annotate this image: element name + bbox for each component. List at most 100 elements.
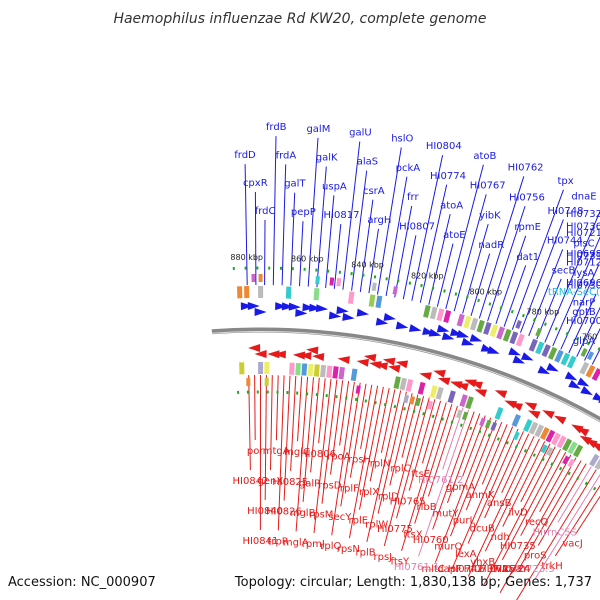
leader-line xyxy=(290,192,296,286)
reverse-feature xyxy=(337,356,350,365)
gene-label-reverse: recQ xyxy=(525,517,549,528)
leader-line xyxy=(275,375,279,441)
forward-cog-block xyxy=(591,368,600,381)
leader-line xyxy=(481,424,508,485)
reverse-cog-block xyxy=(246,378,251,387)
leader-line xyxy=(348,385,379,539)
leader-line xyxy=(297,376,303,442)
reverse-cog-block xyxy=(264,377,269,387)
gc-dot xyxy=(514,444,518,449)
gene-label-forward: dnaE xyxy=(571,192,596,203)
gc-dot xyxy=(291,267,294,271)
forward-cog-block xyxy=(368,294,376,308)
gc-dot xyxy=(364,399,368,403)
leader-line xyxy=(325,195,335,288)
gc-dot xyxy=(586,341,591,346)
gene-label-forward: HI0804 xyxy=(426,141,462,152)
gene-label-forward: alaS xyxy=(357,157,378,168)
reverse-feature xyxy=(419,372,432,381)
gene-label-reverse: ftsX xyxy=(403,529,422,540)
leader-line xyxy=(503,265,527,327)
gc-dot xyxy=(523,449,527,453)
leader-line xyxy=(528,249,564,337)
gc-dot xyxy=(305,392,309,396)
forward-feature xyxy=(328,311,342,320)
forward-cog-block xyxy=(392,286,398,295)
reverse-feature xyxy=(524,402,538,411)
leader-line xyxy=(366,390,402,542)
forward-feature xyxy=(254,307,267,316)
leader-line xyxy=(248,375,251,471)
gene-label-forward: HI0748 xyxy=(548,206,584,217)
reverse-cog-block xyxy=(562,438,573,452)
leader-line xyxy=(560,264,600,350)
forward-feature xyxy=(342,312,355,321)
leader-line xyxy=(360,384,373,449)
gene-label-forward: lysA xyxy=(574,268,595,279)
forward-cog-block xyxy=(560,352,571,366)
leader-line xyxy=(307,137,319,287)
gene-label-pseudo: HIrrnC5S xyxy=(533,528,577,539)
forward-feature xyxy=(309,303,322,312)
gc-dot xyxy=(459,423,463,427)
forward-cog-block xyxy=(258,285,264,299)
forward-feature xyxy=(288,302,301,311)
leader-line xyxy=(385,176,408,296)
gc-dot xyxy=(315,268,318,272)
forward-feature xyxy=(436,324,450,333)
leader-line xyxy=(389,393,413,486)
gene-label-reverse: rpsD xyxy=(318,481,342,492)
reverse-cog-block xyxy=(511,414,521,427)
gene-label-reverse: lexA xyxy=(455,549,477,560)
reverse-feature xyxy=(299,351,312,360)
gene-label-reverse: rplC xyxy=(390,464,410,475)
leader-line xyxy=(408,399,436,491)
gene-label-forward: atoB xyxy=(473,151,496,162)
leader-line xyxy=(419,184,448,303)
gene-label-reverse: murQ xyxy=(434,542,462,553)
forward-feature xyxy=(520,352,534,361)
gene-label-reverse: rplD xyxy=(378,491,399,502)
gc-dot xyxy=(383,402,387,407)
reverse-cog-block xyxy=(332,366,339,379)
leader-line xyxy=(339,381,350,446)
forward-feature xyxy=(240,302,253,311)
gene-label-reverse: HI0735 xyxy=(500,541,536,552)
gc-dot xyxy=(505,441,509,445)
gc-dot xyxy=(532,453,536,457)
gene-label-reverse: trkH xyxy=(541,561,562,572)
leader-line xyxy=(552,236,600,347)
gc-dot xyxy=(550,462,554,466)
leader-line xyxy=(380,389,396,453)
gc-dot xyxy=(499,305,503,310)
gene-label-reverse: vacJ xyxy=(562,539,583,550)
gene-label-reverse: proS xyxy=(524,551,547,562)
forward-cog-block xyxy=(489,324,499,338)
gene-label-reverse: yhxB xyxy=(470,557,495,568)
gene-label-forward: rpmE xyxy=(514,222,541,233)
reverse-feature xyxy=(576,427,590,437)
leader-line xyxy=(368,228,379,294)
forward-cog-block xyxy=(528,338,538,352)
gene-label-reverse: mltC xyxy=(421,564,444,575)
forward-feature xyxy=(456,330,470,338)
gene-label-pseudo: HI0761.2 xyxy=(418,475,463,486)
leader-line xyxy=(281,164,287,286)
gene-label-forward: galM xyxy=(306,124,330,135)
kbp-tick-label: 880 kbp xyxy=(230,253,263,262)
gene-label-forward: HI0698 xyxy=(566,249,600,260)
leader-line xyxy=(478,176,525,319)
gene-label-reverse: HI0742 xyxy=(448,564,484,575)
reverse-cog-block xyxy=(539,427,550,440)
leader-line xyxy=(584,327,600,361)
reverse-feature xyxy=(456,383,469,392)
reverse-cog-block xyxy=(545,429,556,443)
leader-line xyxy=(377,391,407,514)
gene-label-forward: HI0774 xyxy=(430,171,466,182)
gc-dot xyxy=(584,481,588,486)
reverse-feature xyxy=(590,441,600,452)
reverse-cog-block xyxy=(403,394,410,404)
gc-dot xyxy=(576,336,580,341)
forward-feature xyxy=(546,362,559,372)
